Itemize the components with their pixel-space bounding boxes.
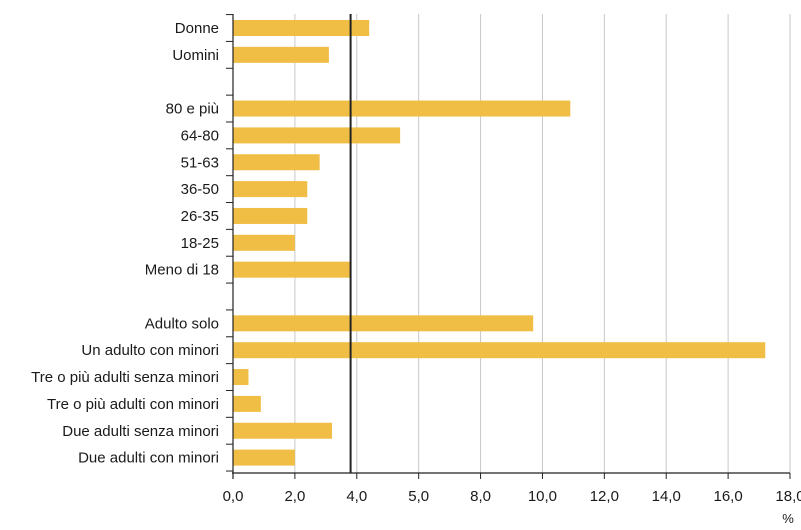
category-label-12: Tre o più adulti con minori <box>47 396 219 413</box>
x-tick-label-5: 10,0 <box>528 488 557 505</box>
x-tick-label-8: 16,0 <box>714 488 743 505</box>
bar-7 <box>233 234 295 251</box>
category-label-7: 18-25 <box>181 235 219 252</box>
bar-11 <box>233 369 249 386</box>
bar-6 <box>233 207 308 224</box>
x-tick-label-6: 12,0 <box>590 488 619 505</box>
bar-10 <box>233 342 766 359</box>
category-label-5: 36-50 <box>181 181 219 198</box>
category-label-1: Uomini <box>172 47 219 64</box>
category-label-4: 51-63 <box>181 154 219 171</box>
category-label-10: Un adulto con minori <box>81 342 219 359</box>
bar-1 <box>233 46 329 63</box>
category-label-14: Due adulti con minori <box>78 450 219 467</box>
category-label-6: 26-35 <box>181 208 219 225</box>
x-unit-label: % <box>782 511 794 525</box>
bar-0 <box>233 20 370 36</box>
x-tick-label-3: 5,0 <box>408 488 429 505</box>
category-label-3: 64-80 <box>181 127 219 144</box>
bar-4 <box>233 154 320 171</box>
x-tick-label-7: 14,0 <box>652 488 681 505</box>
x-tick-label-2: 4,0 <box>346 488 367 505</box>
category-label-13: Due adulti senza minori <box>62 423 219 440</box>
bar-3 <box>233 127 401 144</box>
bar-2 <box>233 100 571 117</box>
x-tick-label-1: 2,0 <box>284 488 305 505</box>
category-label-2: 80 e più <box>166 101 219 118</box>
category-label-8: Meno di 18 <box>145 262 219 279</box>
x-tick-label-0: 0,0 <box>223 488 244 505</box>
category-label-0: Donne <box>175 20 219 37</box>
x-tick-label-4: 8,0 <box>470 488 491 505</box>
bar-14 <box>233 449 295 466</box>
bar-13 <box>233 422 333 439</box>
bar-8 <box>233 261 351 278</box>
bar-9 <box>233 315 534 332</box>
bars <box>233 20 766 466</box>
bar-12 <box>233 395 261 412</box>
category-label-11: Tre o più adulti senza minori <box>31 369 219 386</box>
category-labels: Donne Uomini 80 e più 64-80 51-63 36-50 26-35 1… <box>31 20 219 467</box>
x-tick-labels: 0,0 2,0 4,0 5,0 8,0 10,0 12,0 14,0 16,0 18,0 <box>223 488 801 505</box>
bar-5 <box>233 181 308 198</box>
gridlines <box>294 14 791 473</box>
x-tick-label-9: 18,0 <box>775 488 801 505</box>
axes <box>226 14 791 479</box>
category-label-9: Adulto solo <box>145 315 219 332</box>
